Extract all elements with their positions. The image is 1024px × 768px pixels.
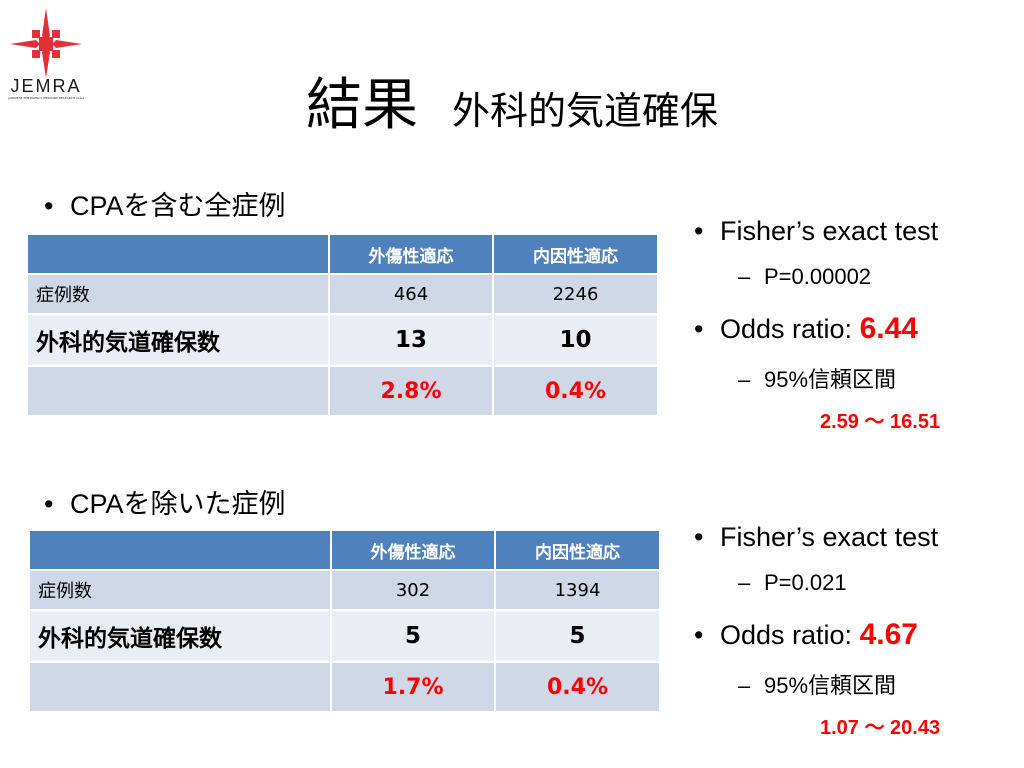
section1-test: • Fisher’s exact test [694,216,939,246]
logo-subtext: JAPANESE EMERGENCY MEDICINE RESEARCH ALL… [8,96,84,100]
cell-pct-trauma: 1.7% [330,661,496,713]
table-header-empty [26,233,330,275]
table-row: 症例数 464 2246 [26,273,659,315]
table-header-empty [28,529,332,571]
row-label-pct [26,365,330,417]
dash-icon: – [738,570,751,595]
table-row: 外科的気道確保数 13 10 [26,313,659,367]
title-main: 結果 [305,73,418,138]
table-header-trauma: 外傷性適応 [328,233,494,275]
section2-heading: • CPAを除いた症例 [44,489,286,519]
cell-cases-trauma: 302 [330,569,496,611]
section2-ci-label: –95%信頼区間 [738,673,897,698]
cell-cases-medical: 1394 [494,569,661,611]
table-header-trauma: 外傷性適応 [330,529,496,571]
section1-table: 外傷性適応 内因性適応 症例数 464 2246 外科的気道確保数 13 10 … [26,233,659,417]
cell-pct-medical: 0.4% [492,365,659,417]
bullet-icon: • [694,620,704,650]
cell-count-trauma: 5 [330,609,496,663]
cell-count-medical: 10 [492,313,659,367]
bullet-icon: • [44,489,54,519]
section1-odds-ratio: • Odds ratio: 6.44 [694,312,918,345]
table-row: 1.7% 0.4% [28,661,661,713]
cell-count-trauma: 13 [328,313,494,367]
cell-cases-medical: 2246 [492,273,659,315]
odds-ratio-value: 4.67 [859,618,918,651]
section1-heading: • CPAを含む全症例 [44,191,286,221]
row-label-cases: 症例数 [26,273,330,315]
section2-test: • Fisher’s exact test [694,522,939,552]
jemra-logo [6,6,86,104]
section2-ci-value: 1.07 ～ 20.43 [820,717,941,739]
table-row: 症例数 302 1394 [28,569,661,611]
dash-icon: – [738,264,751,289]
bullet-icon: • [694,216,704,246]
section1-p-value: – P=0.00002 [738,264,872,289]
title-sub: 外科的気道確保 [451,89,718,133]
dash-icon: – [738,673,751,698]
logo-text: JEMRA [10,76,82,96]
slide-title: 結果 外科的気道確保 [0,60,1024,141]
row-label-count: 外科的気道確保数 [28,609,332,663]
cell-pct-trauma: 2.8% [328,365,494,417]
table-header-medical: 内因性適応 [494,529,661,571]
cross-star-icon [10,8,82,78]
section1-ci-value: 2.59 ～ 16.51 [820,411,941,433]
table-row: 2.8% 0.4% [26,365,659,417]
bullet-icon: • [44,191,54,221]
cell-count-medical: 5 [494,609,661,663]
table-header-medical: 内因性適応 [492,233,659,275]
dash-icon: – [738,367,751,392]
bullet-icon: • [694,522,704,552]
table-row: 外科的気道確保数 5 5 [28,609,661,663]
section2-p-value: – P=0.021 [738,570,847,595]
odds-ratio-value: 6.44 [859,312,918,345]
bullet-icon: • [694,314,704,344]
row-label-count: 外科的気道確保数 [26,313,330,367]
section2-odds-ratio: • Odds ratio: 4.67 [694,618,918,651]
section2-table: 外傷性適応 内因性適応 症例数 302 1394 外科的気道確保数 5 5 1.… [28,529,661,713]
cell-cases-trauma: 464 [328,273,494,315]
cell-pct-medical: 0.4% [494,661,661,713]
row-label-cases: 症例数 [28,569,332,611]
section1-ci-label: –95%信頼区間 [738,367,897,392]
row-label-pct [28,661,332,713]
